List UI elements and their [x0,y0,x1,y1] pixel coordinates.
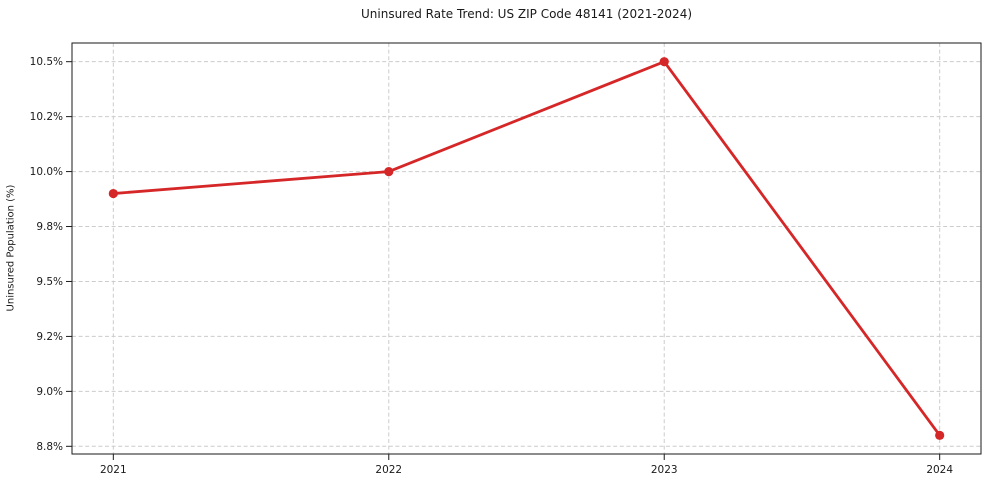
data-point [108,188,118,199]
y-tick-label: 9.8% [36,221,63,233]
chart-title: Uninsured Rate Trend: US ZIP Code 48141 … [360,7,693,21]
y-tick-label: 10.2% [30,111,63,123]
y-tick-label: 9.0% [36,386,63,398]
y-tick-label: 8.8% [36,441,63,453]
x-tick-label: 2023 [651,464,678,476]
y-tick-label: 9.2% [36,331,63,343]
x-tick-label: 2024 [926,464,953,476]
x-tick-label: 2022 [375,464,402,476]
y-tick-label: 10.0% [30,166,63,178]
x-tick-label: 2021 [100,464,127,476]
y-tick-label: 10.5% [30,56,63,68]
plot-border [71,42,982,455]
y-tick-label: 9.5% [36,276,63,288]
data-point [935,430,945,440]
data-point [384,166,394,177]
trend-line [111,60,942,437]
data-point [659,57,669,67]
